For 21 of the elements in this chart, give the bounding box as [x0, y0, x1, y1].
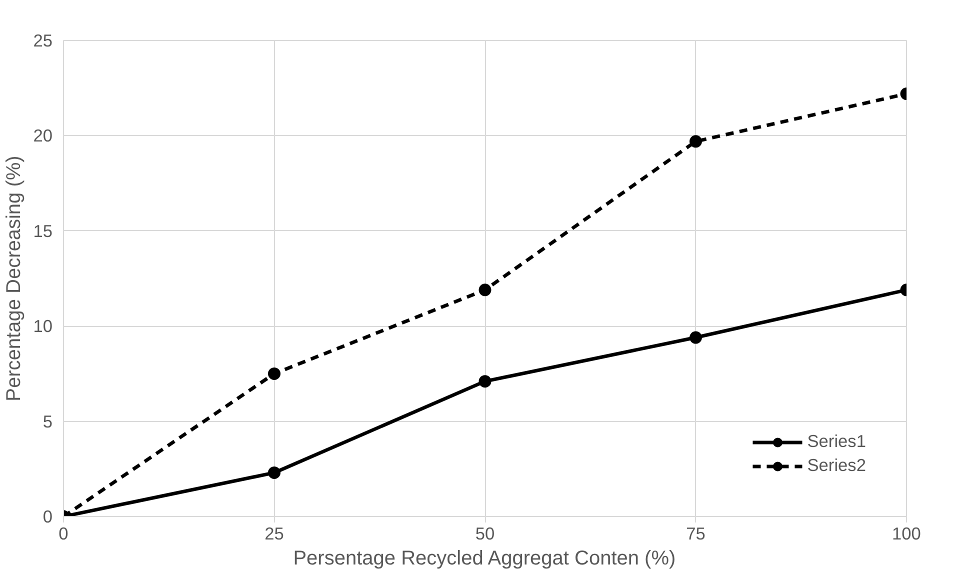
legend-label: Series2 — [807, 455, 866, 476]
x-tick-label: 0 — [58, 524, 68, 544]
x-tick-label: 100 — [892, 524, 921, 544]
x-tick-label: 50 — [475, 524, 495, 544]
point — [690, 331, 702, 344]
x-tick-label: 25 — [264, 524, 284, 544]
y-tick-label: 10 — [33, 316, 53, 336]
x-axis-title: Persentage Recycled Aggregat Conten (%) — [293, 548, 676, 570]
point — [268, 367, 280, 380]
y-tick-label: 0 — [42, 506, 53, 526]
point — [478, 375, 492, 388]
y-tick-label: 5 — [42, 411, 53, 432]
y-tick-label: 20 — [33, 126, 53, 146]
x-tick-label: 75 — [686, 524, 706, 544]
point — [478, 284, 492, 296]
point — [690, 135, 702, 148]
point — [268, 466, 280, 479]
y-tick-label: 25 — [33, 30, 53, 50]
y-axis-title: Percentage Decreasing (%) — [3, 156, 26, 402]
y-tick-label: 15 — [33, 220, 53, 241]
legend-label: Series1 — [807, 431, 866, 452]
